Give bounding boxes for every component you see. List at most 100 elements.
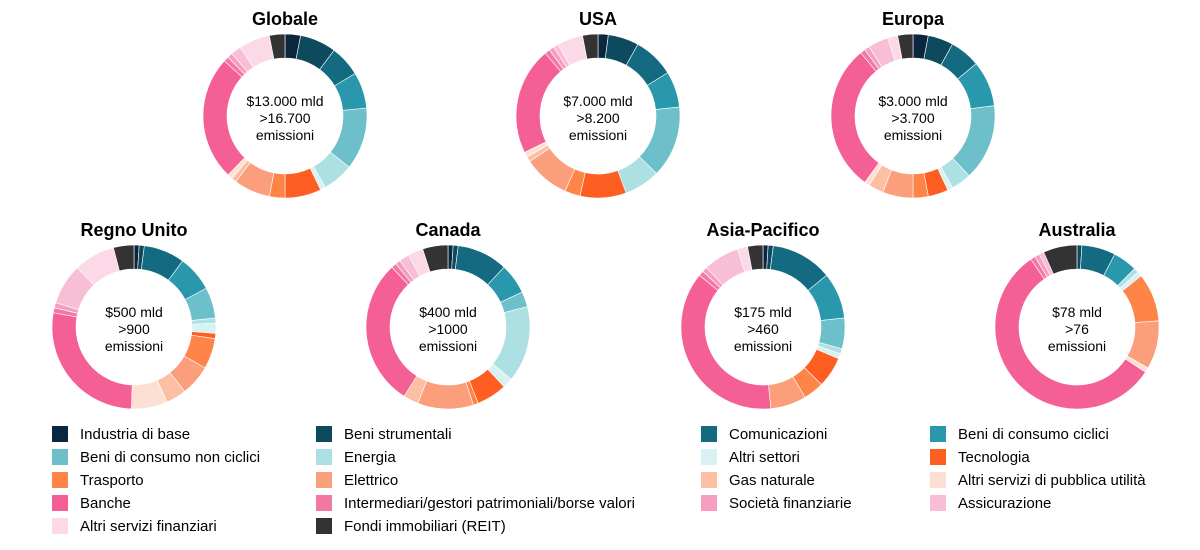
legend-swatch bbox=[701, 472, 717, 488]
legend-item-assicurazione: Assicurazione bbox=[930, 493, 1051, 513]
center-label-line: $500 mld bbox=[105, 304, 163, 320]
slice-elettrico bbox=[417, 380, 474, 410]
legend-item-comunicazioni: Comunicazioni bbox=[701, 424, 827, 444]
legend-swatch bbox=[701, 426, 717, 442]
legend-item-energia: Energia bbox=[316, 447, 396, 467]
legend-swatch bbox=[930, 472, 946, 488]
center-label-line: emissioni bbox=[734, 338, 792, 354]
chart-title: USA bbox=[579, 9, 617, 29]
center-label-line: >900 bbox=[118, 321, 150, 337]
center-label-line: $78 mld bbox=[1052, 304, 1102, 320]
legend-swatch bbox=[316, 518, 332, 534]
legend-item-banche: Banche bbox=[52, 493, 131, 513]
legend-label: Beni di consumo ciclici bbox=[958, 425, 1109, 443]
chart-title: Europa bbox=[882, 9, 945, 29]
center-label-line: emissioni bbox=[569, 127, 627, 143]
legend-item-intermediari-gestori-patrimoniali-borse-valori: Intermediari/gestori patrimoniali/borse … bbox=[316, 493, 635, 513]
slice-banche bbox=[830, 52, 880, 183]
legend-item-elettrico: Elettrico bbox=[316, 470, 398, 490]
center-label-line: >1000 bbox=[428, 321, 468, 337]
slice-fondi-immobiliari-reit bbox=[422, 244, 449, 273]
legend-swatch bbox=[52, 449, 68, 465]
slice-fondi-immobiliari-reit bbox=[897, 33, 914, 60]
legend-swatch bbox=[52, 495, 68, 511]
center-label-line: $3.000 mld bbox=[878, 93, 947, 109]
legend-item-industria-di-base: Industria di base bbox=[52, 424, 190, 444]
legend-item-altri-settori: Altri settori bbox=[701, 447, 800, 467]
chart-title: Regno Unito bbox=[81, 220, 188, 240]
legend-item-gas-naturale: Gas naturale bbox=[701, 470, 815, 490]
center-label-line: >460 bbox=[747, 321, 779, 337]
legend-swatch bbox=[701, 495, 717, 511]
center-label-line: >76 bbox=[1065, 321, 1089, 337]
slice-banche bbox=[202, 60, 246, 176]
legend-label: Altri servizi finanziari bbox=[80, 517, 217, 535]
legend-item-beni-di-consumo-ciclici: Beni di consumo ciclici bbox=[930, 424, 1109, 444]
center-label-line: $13.000 mld bbox=[246, 93, 323, 109]
legend-label: Gas naturale bbox=[729, 471, 815, 489]
legend-label: Banche bbox=[80, 494, 131, 512]
center-label-line: emissioni bbox=[884, 127, 942, 143]
legend-label: Industria di base bbox=[80, 425, 191, 443]
center-label-line: >16.700 bbox=[260, 110, 311, 126]
legend-label: Fondi immobiliari (REIT) bbox=[344, 517, 506, 535]
legend-item-beni-strumentali: Beni strumentali bbox=[316, 424, 452, 444]
legend-swatch bbox=[316, 495, 332, 511]
legend-swatch bbox=[930, 426, 946, 442]
center-label-line: emissioni bbox=[419, 338, 477, 354]
center-label-line: >3.700 bbox=[891, 110, 934, 126]
legend-item-altri-servizi-finanziari: Altri servizi finanziari bbox=[52, 516, 217, 536]
center-label-line: emissioni bbox=[256, 127, 314, 143]
center-label-line: $175 mld bbox=[734, 304, 792, 320]
legend-item-trasporto: Trasporto bbox=[52, 470, 144, 490]
slice-tecnologia bbox=[579, 170, 627, 199]
legend-item-fondi-immobiliari-reit: Fondi immobiliari (REIT) bbox=[316, 516, 506, 536]
legend-label: Società finanziarie bbox=[729, 494, 852, 512]
legend-label: Tecnologia bbox=[958, 448, 1030, 466]
slice-banche bbox=[365, 266, 418, 397]
legend-swatch bbox=[52, 518, 68, 534]
legend-swatch bbox=[52, 472, 68, 488]
center-label-line: $7.000 mld bbox=[563, 93, 632, 109]
legend-label: Trasporto bbox=[80, 471, 144, 489]
legend-label: Altri servizi di pubblica utilità bbox=[958, 471, 1146, 489]
center-label-line: >8.200 bbox=[576, 110, 619, 126]
center-label-line: emissioni bbox=[1048, 338, 1106, 354]
legend-label: Altri settori bbox=[729, 448, 800, 466]
legend-item-societ-finanziarie: Società finanziarie bbox=[701, 493, 852, 513]
slice-fondi-immobiliari-reit bbox=[582, 33, 599, 60]
legend-label: Assicurazione bbox=[958, 494, 1052, 512]
chart-title: Australia bbox=[1038, 220, 1116, 240]
legend-swatch bbox=[52, 426, 68, 442]
legend-label: Elettrico bbox=[344, 471, 399, 489]
legend-item-tecnologia: Tecnologia bbox=[930, 447, 1030, 467]
center-label-line: emissioni bbox=[105, 338, 163, 354]
donut-charts: Globale$13.000 mld>16.700emissioniUSA$7.… bbox=[51, 9, 1160, 410]
center-label-line: $400 mld bbox=[419, 304, 477, 320]
legend-swatch bbox=[701, 449, 717, 465]
slice-banche bbox=[994, 258, 1146, 410]
legend-label: Comunicazioni bbox=[729, 425, 828, 443]
legend-label: Beni di consumo non ciclici bbox=[80, 448, 261, 466]
legend-swatch bbox=[316, 426, 332, 442]
legend-swatch bbox=[930, 495, 946, 511]
slice-fondi-immobiliari-reit bbox=[113, 244, 135, 272]
slice-fondi-immobiliari-reit bbox=[747, 244, 764, 271]
legend: Industria di base Beni di consumo non cic… bbox=[0, 424, 1200, 544]
legend-item-beni-di-consumo-non-ciclici: Beni di consumo non ciclici bbox=[52, 447, 260, 467]
legend-label: Beni strumentali bbox=[344, 425, 452, 443]
slice-banche bbox=[515, 52, 562, 153]
legend-item-altri-servizi-di-pubblica-utilit: Altri servizi di pubblica utilità bbox=[930, 470, 1146, 490]
chart-title: Canada bbox=[415, 220, 481, 240]
legend-swatch bbox=[316, 472, 332, 488]
legend-swatch bbox=[316, 449, 332, 465]
chart-title: Globale bbox=[252, 9, 318, 29]
slice-fondi-immobiliari-reit bbox=[1043, 244, 1078, 275]
